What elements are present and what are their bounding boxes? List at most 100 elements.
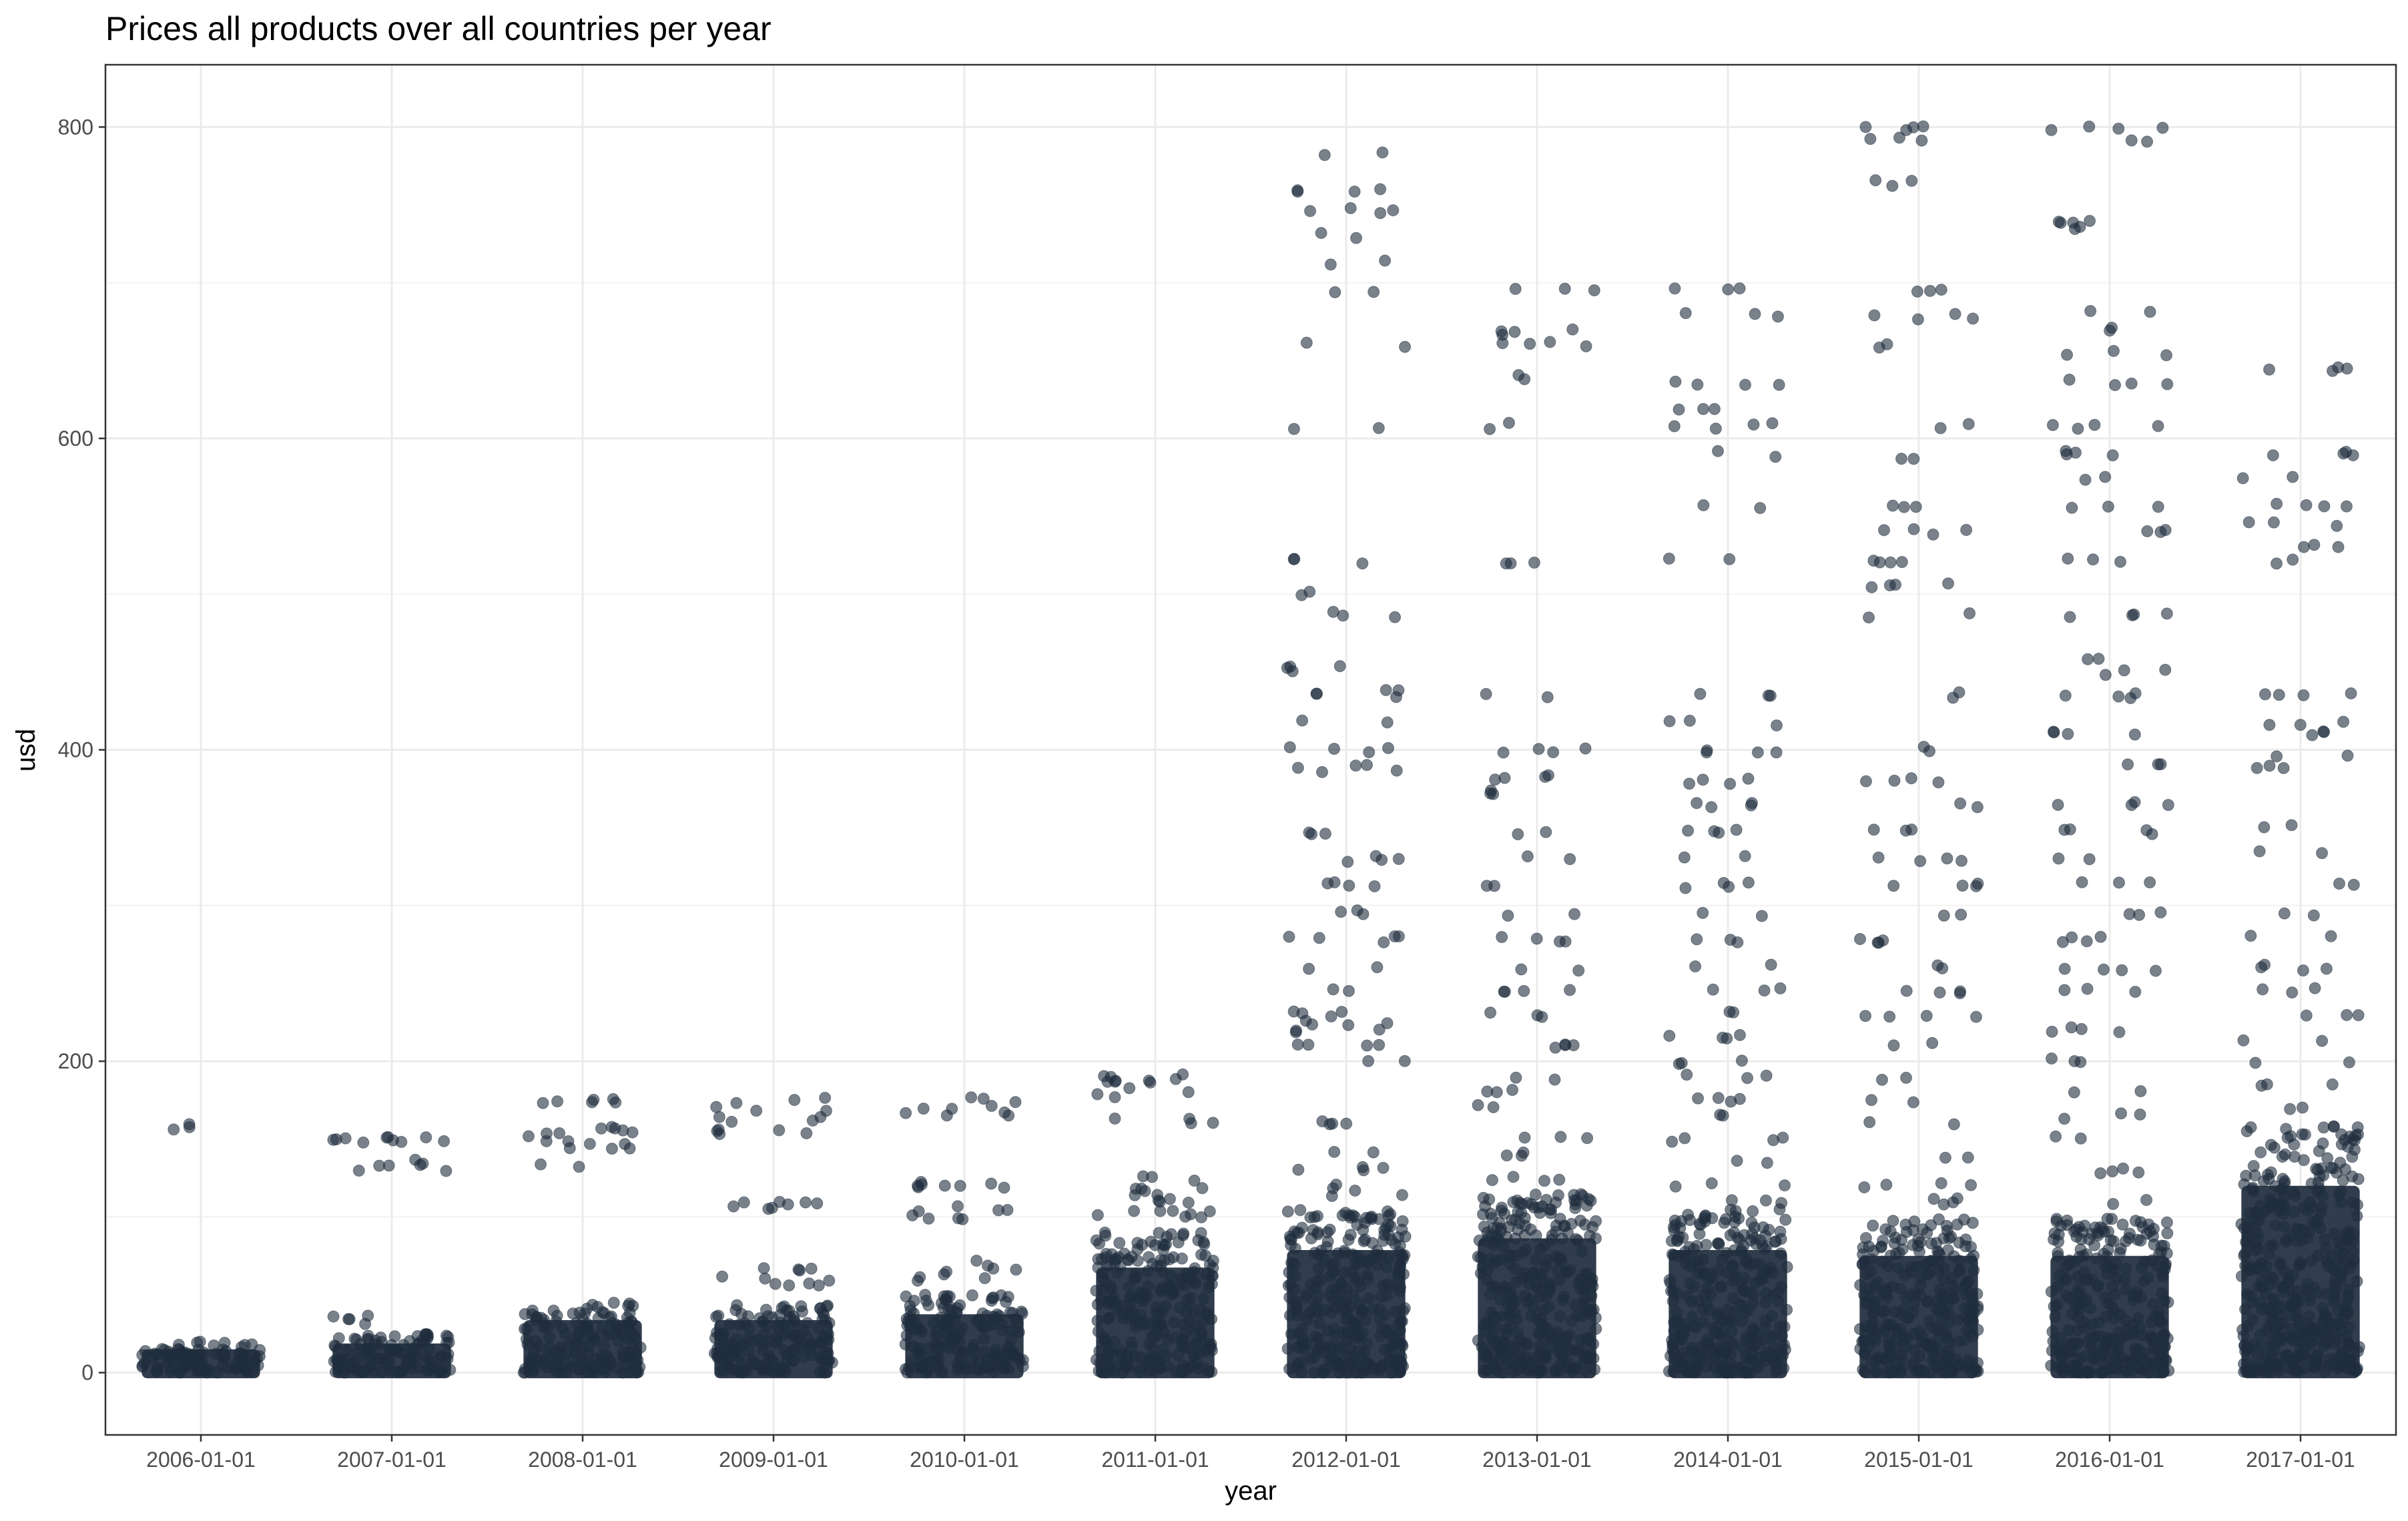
data-point	[1731, 1155, 1743, 1167]
data-point	[2300, 1009, 2313, 1022]
data-point	[710, 1101, 723, 1113]
data-point	[2112, 690, 2125, 703]
data-point	[2109, 378, 2122, 391]
data-point	[1515, 963, 1528, 976]
data-point	[1515, 1149, 1528, 1162]
data-point	[1887, 1039, 1900, 1052]
data-point	[1913, 1245, 1925, 1258]
data-point	[1875, 1073, 1888, 1086]
data-point	[1362, 1054, 1375, 1067]
data-point	[1149, 1239, 1161, 1251]
data-point	[440, 1329, 453, 1342]
data-point	[1377, 1235, 1390, 1247]
data-point	[1540, 1193, 1553, 1206]
data-point	[2050, 1130, 2062, 1143]
data-point	[792, 1263, 805, 1276]
data-point	[2255, 961, 2268, 974]
data-point	[1498, 985, 1510, 998]
data-point	[2254, 1146, 2267, 1159]
data-point	[912, 1179, 924, 1192]
data-point	[2297, 964, 2309, 977]
data-point	[2287, 553, 2299, 566]
data-point	[1868, 309, 1881, 322]
data-point	[583, 1137, 596, 1150]
data-point	[2125, 134, 2138, 147]
data-point	[712, 1309, 725, 1322]
data-point	[823, 1274, 836, 1287]
data-point	[2297, 541, 2310, 553]
data-point	[1340, 1117, 1353, 1130]
data-point	[2060, 448, 2073, 461]
data-point	[1887, 880, 1900, 892]
point-group-2016-01-01	[2045, 120, 2175, 1379]
data-point	[1399, 340, 1412, 353]
data-point	[1941, 852, 1953, 865]
data-point	[2113, 1026, 2126, 1038]
data-point	[1927, 528, 1939, 541]
data-point	[2084, 305, 2097, 318]
data-point	[811, 1197, 824, 1210]
data-point	[1708, 402, 1721, 415]
data-point	[1109, 1112, 1121, 1125]
data-point	[1570, 1194, 1583, 1207]
point-group-2012-01-01	[1281, 146, 1412, 1379]
data-point	[938, 1268, 950, 1281]
data-point	[1927, 1193, 1940, 1205]
data-point	[1955, 854, 1968, 867]
data-point	[1525, 1198, 1538, 1211]
data-point	[737, 1196, 750, 1209]
data-point	[1172, 1236, 1185, 1249]
data-point	[1396, 1189, 1408, 1201]
data-point	[1374, 207, 1387, 220]
data-point	[1956, 879, 1969, 892]
data-point	[1884, 1225, 1897, 1238]
data-point	[1669, 1214, 1681, 1227]
data-point	[2236, 472, 2249, 485]
data-point	[1735, 1054, 1748, 1067]
data-point	[2098, 963, 2110, 976]
data-points	[136, 120, 2365, 1379]
data-point	[1484, 422, 1496, 435]
axes: 0 200 400 600 800 2006-01-01 2007-01-01 2008-01…	[58, 115, 2355, 1472]
data-point	[2154, 906, 2167, 919]
data-point	[1529, 1188, 1542, 1201]
data-point	[622, 1299, 635, 1312]
x-tick-label: 2006-01-01	[146, 1448, 256, 1472]
data-point	[1295, 589, 1308, 601]
data-point	[1143, 1251, 1155, 1263]
data-point	[1500, 557, 1512, 570]
data-point	[1534, 1207, 1546, 1219]
data-point	[2068, 1086, 2080, 1099]
data-point	[2116, 964, 2128, 976]
data-point	[2152, 501, 2164, 513]
y-axis-title: usd	[11, 729, 41, 772]
data-point	[1472, 1099, 1484, 1111]
data-point	[1965, 1179, 1978, 1191]
data-point	[1724, 778, 1737, 790]
data-point	[1733, 1093, 1746, 1105]
data-point	[2294, 719, 2307, 731]
data-point	[2063, 373, 2076, 386]
data-point	[172, 1338, 185, 1351]
data-point	[2316, 1034, 2329, 1047]
data-point	[773, 1124, 786, 1137]
data-point	[1303, 962, 1315, 975]
data-point	[2160, 1216, 2173, 1229]
data-point	[2277, 1173, 2289, 1185]
data-point	[1524, 338, 1536, 350]
data-point	[2106, 322, 2118, 334]
data-point	[2341, 362, 2353, 375]
data-point	[1865, 1094, 1878, 1107]
data-point	[2331, 519, 2343, 532]
data-point	[2237, 1034, 2250, 1046]
data-point	[1749, 308, 1761, 320]
data-point	[788, 1094, 801, 1107]
data-point	[1951, 1218, 1964, 1231]
data-point	[1691, 378, 1704, 391]
data-point	[1679, 882, 1692, 894]
data-point	[2249, 1056, 2262, 1069]
data-point	[1342, 1018, 1355, 1031]
data-point	[820, 1300, 833, 1313]
